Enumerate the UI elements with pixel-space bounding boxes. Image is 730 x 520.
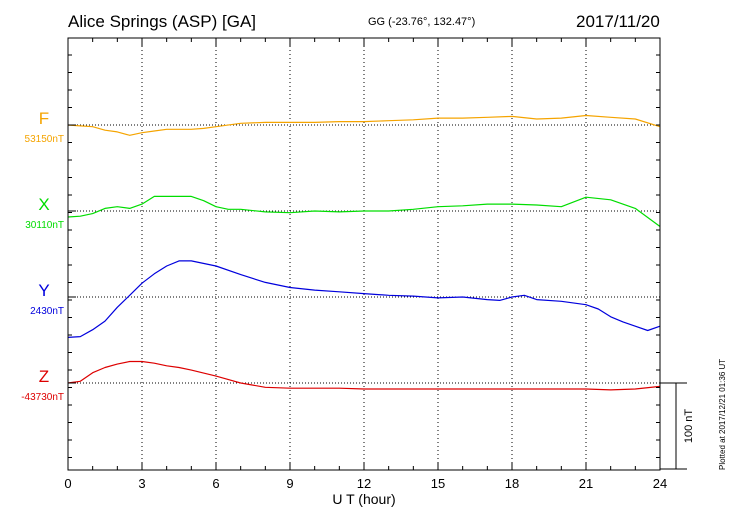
series-line-z	[67, 360, 661, 391]
series-name-f: F	[39, 109, 49, 128]
scale-bar-label: 100 nT	[683, 409, 695, 444]
axis-layer	[67, 37, 661, 471]
series-baseline-label: -43730nT	[21, 392, 64, 403]
x-axis-label: U T (hour)	[332, 491, 395, 507]
series-baseline-label: 53150nT	[25, 134, 64, 145]
x-tick-label: 18	[505, 476, 519, 491]
chart-date: 2017/11/20	[576, 12, 660, 31]
series-baseline-label: 2430nT	[30, 306, 64, 317]
x-tick-label: 24	[653, 476, 667, 491]
x-tick-label: 6	[212, 476, 219, 491]
x-tick-label: 15	[431, 476, 445, 491]
station-coordinates: GG (-23.76°, 132.47°)	[368, 16, 476, 28]
series-name-y: Y	[38, 281, 49, 300]
series-layer	[67, 114, 661, 391]
chart-title: Alice Springs (ASP) [GA]	[68, 12, 257, 31]
series-line-x	[67, 195, 661, 227]
label-layer: 0 3 6 9 12 15 18 21 24 U T (hour) F 53150nT X 30110nT…	[21, 109, 667, 507]
x-tick-label: 0	[64, 476, 71, 491]
x-tick-label: 21	[579, 476, 593, 491]
series-name-z: Z	[39, 367, 49, 386]
series-line-f	[67, 114, 661, 136]
x-tick-label: 3	[138, 476, 145, 491]
x-tick-label: 12	[357, 476, 371, 491]
scale-bar: 100 nT	[660, 382, 695, 470]
series-name-x: X	[38, 195, 49, 214]
series-line-y	[67, 260, 661, 338]
grid-layer	[141, 38, 587, 470]
series-baseline-label: 30110nT	[25, 220, 64, 231]
x-tick-label: 9	[286, 476, 293, 491]
